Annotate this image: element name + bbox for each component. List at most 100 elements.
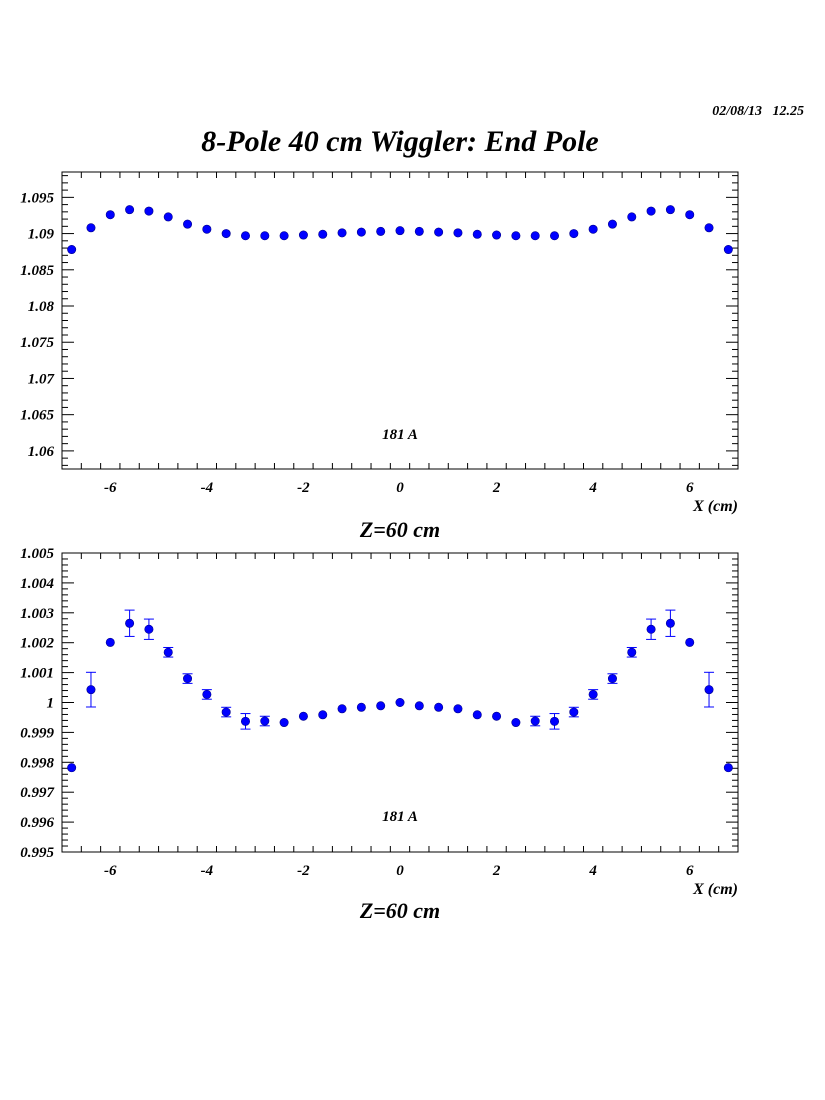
data-point xyxy=(646,206,656,216)
x-axis-label: X (cm) xyxy=(692,881,738,898)
x-tick-label: 6 xyxy=(686,863,694,879)
data-point xyxy=(453,228,463,238)
y-tick-label: 0.998 xyxy=(20,755,54,771)
data-point xyxy=(67,763,77,773)
y-tick-label: 1.09 xyxy=(28,227,55,243)
y-tick-label: 1.06 xyxy=(28,444,55,460)
x-tick-label: 4 xyxy=(588,480,597,496)
x-tick-label: -4 xyxy=(201,863,214,879)
data-point xyxy=(221,229,231,239)
chart-2: -6 -4 -2 0 2 4 6 0.995 0.996 0.997 0.998 0.999 1 1.00… xyxy=(20,546,739,923)
data-point xyxy=(125,618,135,628)
data-point xyxy=(434,227,444,237)
data-point xyxy=(105,637,115,647)
data-point xyxy=(453,704,463,714)
data-point xyxy=(356,227,366,237)
page-title: 8-Pole 40 cm Wiggler: End Pole xyxy=(201,125,599,158)
y-tick-label: 1.004 xyxy=(20,576,54,592)
timestamp: 02/08/13 12.25 xyxy=(712,104,804,119)
data-point xyxy=(298,711,308,721)
data-point xyxy=(550,716,560,726)
data-point xyxy=(67,245,77,255)
x-tick-label: -6 xyxy=(104,863,117,879)
x-tick-label: 2 xyxy=(492,480,501,496)
data-point xyxy=(627,212,637,222)
data-point xyxy=(105,210,115,220)
data-point xyxy=(144,624,154,634)
data-point xyxy=(607,674,617,684)
y-tick-label: 1.005 xyxy=(20,546,54,562)
x-tick-label: 4 xyxy=(588,863,597,879)
x-tick-label: -6 xyxy=(104,480,117,496)
x-tick-label: 6 xyxy=(686,480,694,496)
data-point xyxy=(86,223,96,233)
y-tick-label: 1 xyxy=(47,696,55,712)
data-point xyxy=(395,226,405,236)
current-annotation: 181 A xyxy=(382,809,418,825)
data-point xyxy=(704,223,714,233)
data-point xyxy=(472,229,482,239)
x-tick-label: 0 xyxy=(396,863,404,879)
data-point xyxy=(472,710,482,720)
data-point xyxy=(511,231,521,241)
y-tick-label: 1.085 xyxy=(20,263,54,279)
chart-1: -6 -4 -2 0 2 4 6 1.06 1.065 1.07 1.075 1.08 1.085 1.0… xyxy=(20,171,739,542)
y-tick-label: 0.995 xyxy=(20,845,54,861)
data-point xyxy=(202,224,212,234)
data-point xyxy=(337,704,347,714)
y-tick-label: 0.997 xyxy=(20,785,54,801)
data-point xyxy=(240,231,250,241)
data-point xyxy=(569,229,579,239)
data-point xyxy=(298,230,308,240)
data-point xyxy=(588,689,598,699)
chart-subtitle: Z=60 cm xyxy=(359,517,440,542)
data-point xyxy=(318,229,328,239)
x-tick-label: 2 xyxy=(492,863,501,879)
data-point xyxy=(279,718,289,728)
data-point xyxy=(183,674,193,684)
data-point xyxy=(665,618,675,628)
data-point xyxy=(685,210,695,220)
data-point xyxy=(646,624,656,634)
data-point xyxy=(723,763,733,773)
current-annotation: 181 A xyxy=(382,427,418,443)
data-point xyxy=(183,219,193,229)
data-point xyxy=(376,701,386,711)
data-point xyxy=(723,245,733,255)
y-tick-label: 1.065 xyxy=(20,408,54,424)
data-point xyxy=(240,716,250,726)
data-point xyxy=(318,710,328,720)
data-point xyxy=(125,205,135,215)
data-point xyxy=(550,231,560,241)
data-point xyxy=(163,212,173,222)
y-tick-label: 0.996 xyxy=(20,815,54,831)
data-point xyxy=(260,716,270,726)
data-point xyxy=(607,219,617,229)
data-point xyxy=(395,697,405,707)
x-tick-label: -2 xyxy=(297,863,310,879)
y-tick-label: 1.08 xyxy=(28,299,55,315)
data-point xyxy=(588,224,598,234)
chart-subtitle: Z=60 cm xyxy=(359,898,440,923)
x-tick-label: 0 xyxy=(396,480,404,496)
y-tick-label: 1.003 xyxy=(20,606,54,622)
x-tick-label: -4 xyxy=(201,480,214,496)
data-point xyxy=(202,689,212,699)
y-tick-label: 1.075 xyxy=(20,335,54,351)
data-point xyxy=(492,711,502,721)
data-point xyxy=(337,228,347,238)
y-tick-label: 0.999 xyxy=(20,725,54,741)
data-point xyxy=(144,206,154,216)
x-tick-label: -2 xyxy=(297,480,310,496)
y-tick-label: 1.001 xyxy=(20,666,54,682)
data-point xyxy=(530,231,540,241)
data-point xyxy=(434,702,444,712)
data-point xyxy=(260,231,270,241)
x-axis-label: X (cm) xyxy=(692,498,738,515)
data-point xyxy=(414,226,424,236)
data-point xyxy=(685,637,695,647)
data-point xyxy=(163,647,173,657)
data-point xyxy=(704,685,714,695)
data-point xyxy=(492,230,502,240)
